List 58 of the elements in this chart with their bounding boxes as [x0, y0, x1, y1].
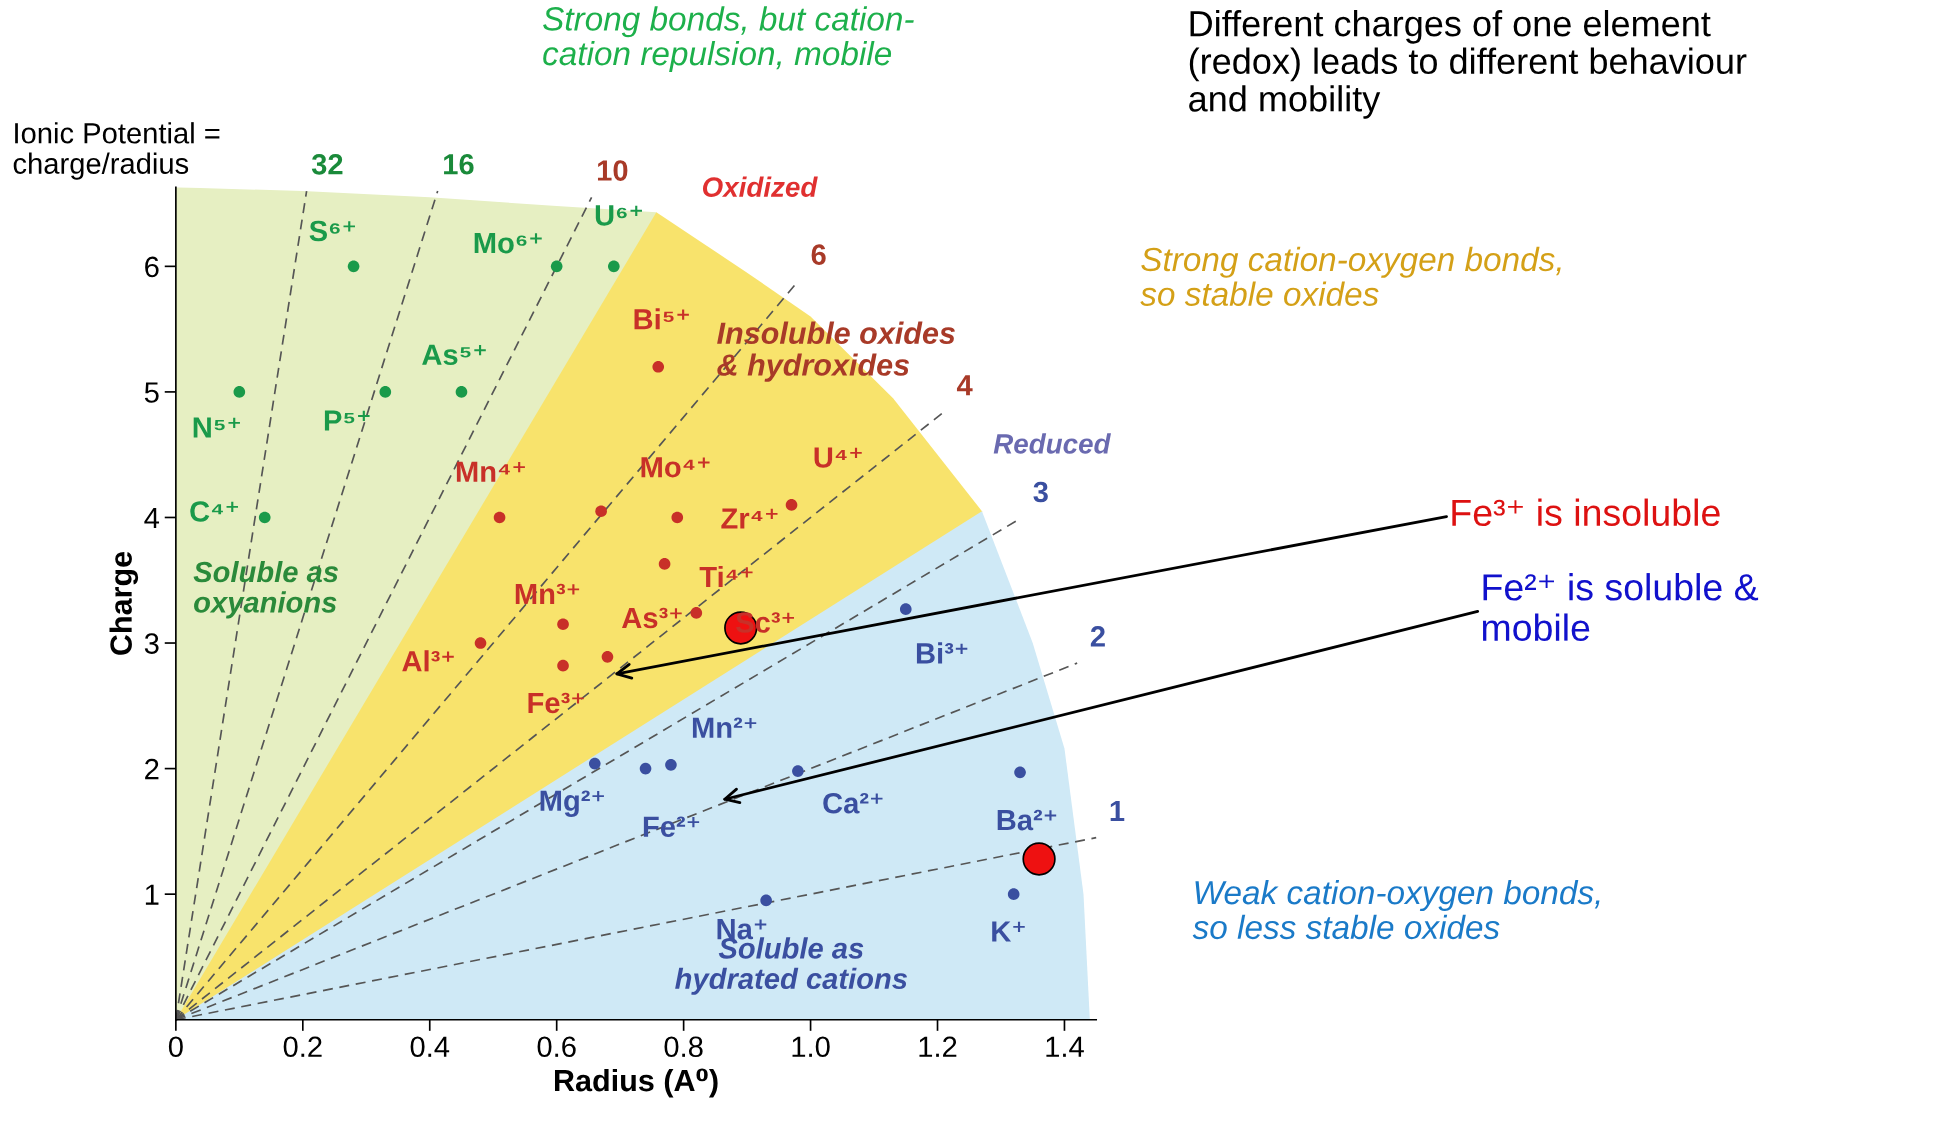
data-label: K⁺	[992, 921, 1025, 942]
data-label: As³⁺	[622, 607, 682, 629]
data-label: Mn⁴⁺	[456, 461, 525, 482]
x-tick-label: 0.8	[664, 1036, 703, 1058]
x-tick-label: 1.2	[919, 1036, 957, 1057]
data-label: U⁴⁺	[814, 447, 862, 468]
text: Ionic Potential = charge/radius	[13, 122, 220, 180]
series-label: 4	[956, 375, 973, 396]
y-tick-label: 3	[144, 633, 159, 654]
data-label: Fe³⁺	[528, 692, 584, 714]
series-label: 32	[311, 153, 343, 175]
data-label: Mg²⁺	[540, 790, 604, 817]
data-label: Al³⁺	[402, 650, 454, 672]
data-label: P⁵⁺	[324, 410, 370, 431]
annotation: Reduced	[993, 433, 1111, 454]
x-tick-label: 0.2	[283, 1036, 322, 1058]
data-label: Bi⁵⁺	[634, 308, 689, 330]
data-label: Zr⁴⁺	[721, 508, 778, 529]
data-label: Ca²⁺	[823, 792, 883, 814]
y-tick-label: 2	[145, 758, 159, 780]
data-label: Bi³⁺	[916, 642, 968, 664]
series-label: 1	[1110, 800, 1125, 821]
series-label: 2	[1090, 626, 1105, 647]
series-label: 6	[811, 244, 826, 266]
data-label: Mo⁶⁺	[474, 233, 542, 254]
annotation: Oxidized	[702, 176, 818, 197]
data-label: As⁵⁺	[422, 344, 486, 366]
text: Different charges of one element (redox) leads to different behaviour and mobility	[1189, 9, 1747, 119]
data-label: N⁵⁺	[193, 417, 240, 438]
x-tick-label: 1.0	[792, 1036, 830, 1058]
text: Strong bonds, but cation- cation repulsion, mobile	[543, 6, 914, 72]
data-label: Mn³⁺	[515, 583, 580, 605]
x-tick-label: 0	[168, 1036, 183, 1058]
text: Strong cation-oxygen bonds, so stable oxides	[1140, 246, 1561, 306]
y-tick-label: 4	[144, 507, 160, 529]
y-tick-label: 6	[145, 256, 159, 278]
data-label: U⁶⁺	[595, 205, 642, 226]
annotation: Fe²⁺ is soluble & mobile	[1482, 573, 1759, 641]
data-label: S⁶⁺	[309, 220, 355, 242]
data-label: Ba²⁺	[997, 809, 1057, 831]
x-axis-title: Radius (A⁰)	[555, 1068, 718, 1098]
data-label: Ti⁴⁺	[699, 565, 753, 588]
x-tick-label: 1.4	[1046, 1036, 1084, 1057]
data-label: Mo⁴⁺	[641, 457, 710, 478]
series-label: 10	[597, 160, 628, 181]
series-label: 16	[444, 153, 474, 175]
data-label: Fe²⁺	[643, 816, 700, 837]
x-tick-label: 0.6	[537, 1036, 576, 1058]
data-label: C⁴⁺	[190, 501, 239, 522]
data-label: Mn²⁺	[692, 717, 757, 738]
series-label: 3	[1033, 481, 1048, 503]
annotation: Fe³⁺ is insoluble	[1452, 498, 1720, 527]
y-tick-label: 1	[145, 884, 159, 905]
y-axis-title: Charge	[109, 551, 139, 655]
text: Weak cation-oxygen bonds, so less stable oxides	[1192, 879, 1600, 940]
annotation: Soluble as oxyanions	[193, 560, 339, 619]
x-tick-label: 0.4	[410, 1036, 450, 1058]
y-tick-label: 5	[144, 382, 159, 403]
